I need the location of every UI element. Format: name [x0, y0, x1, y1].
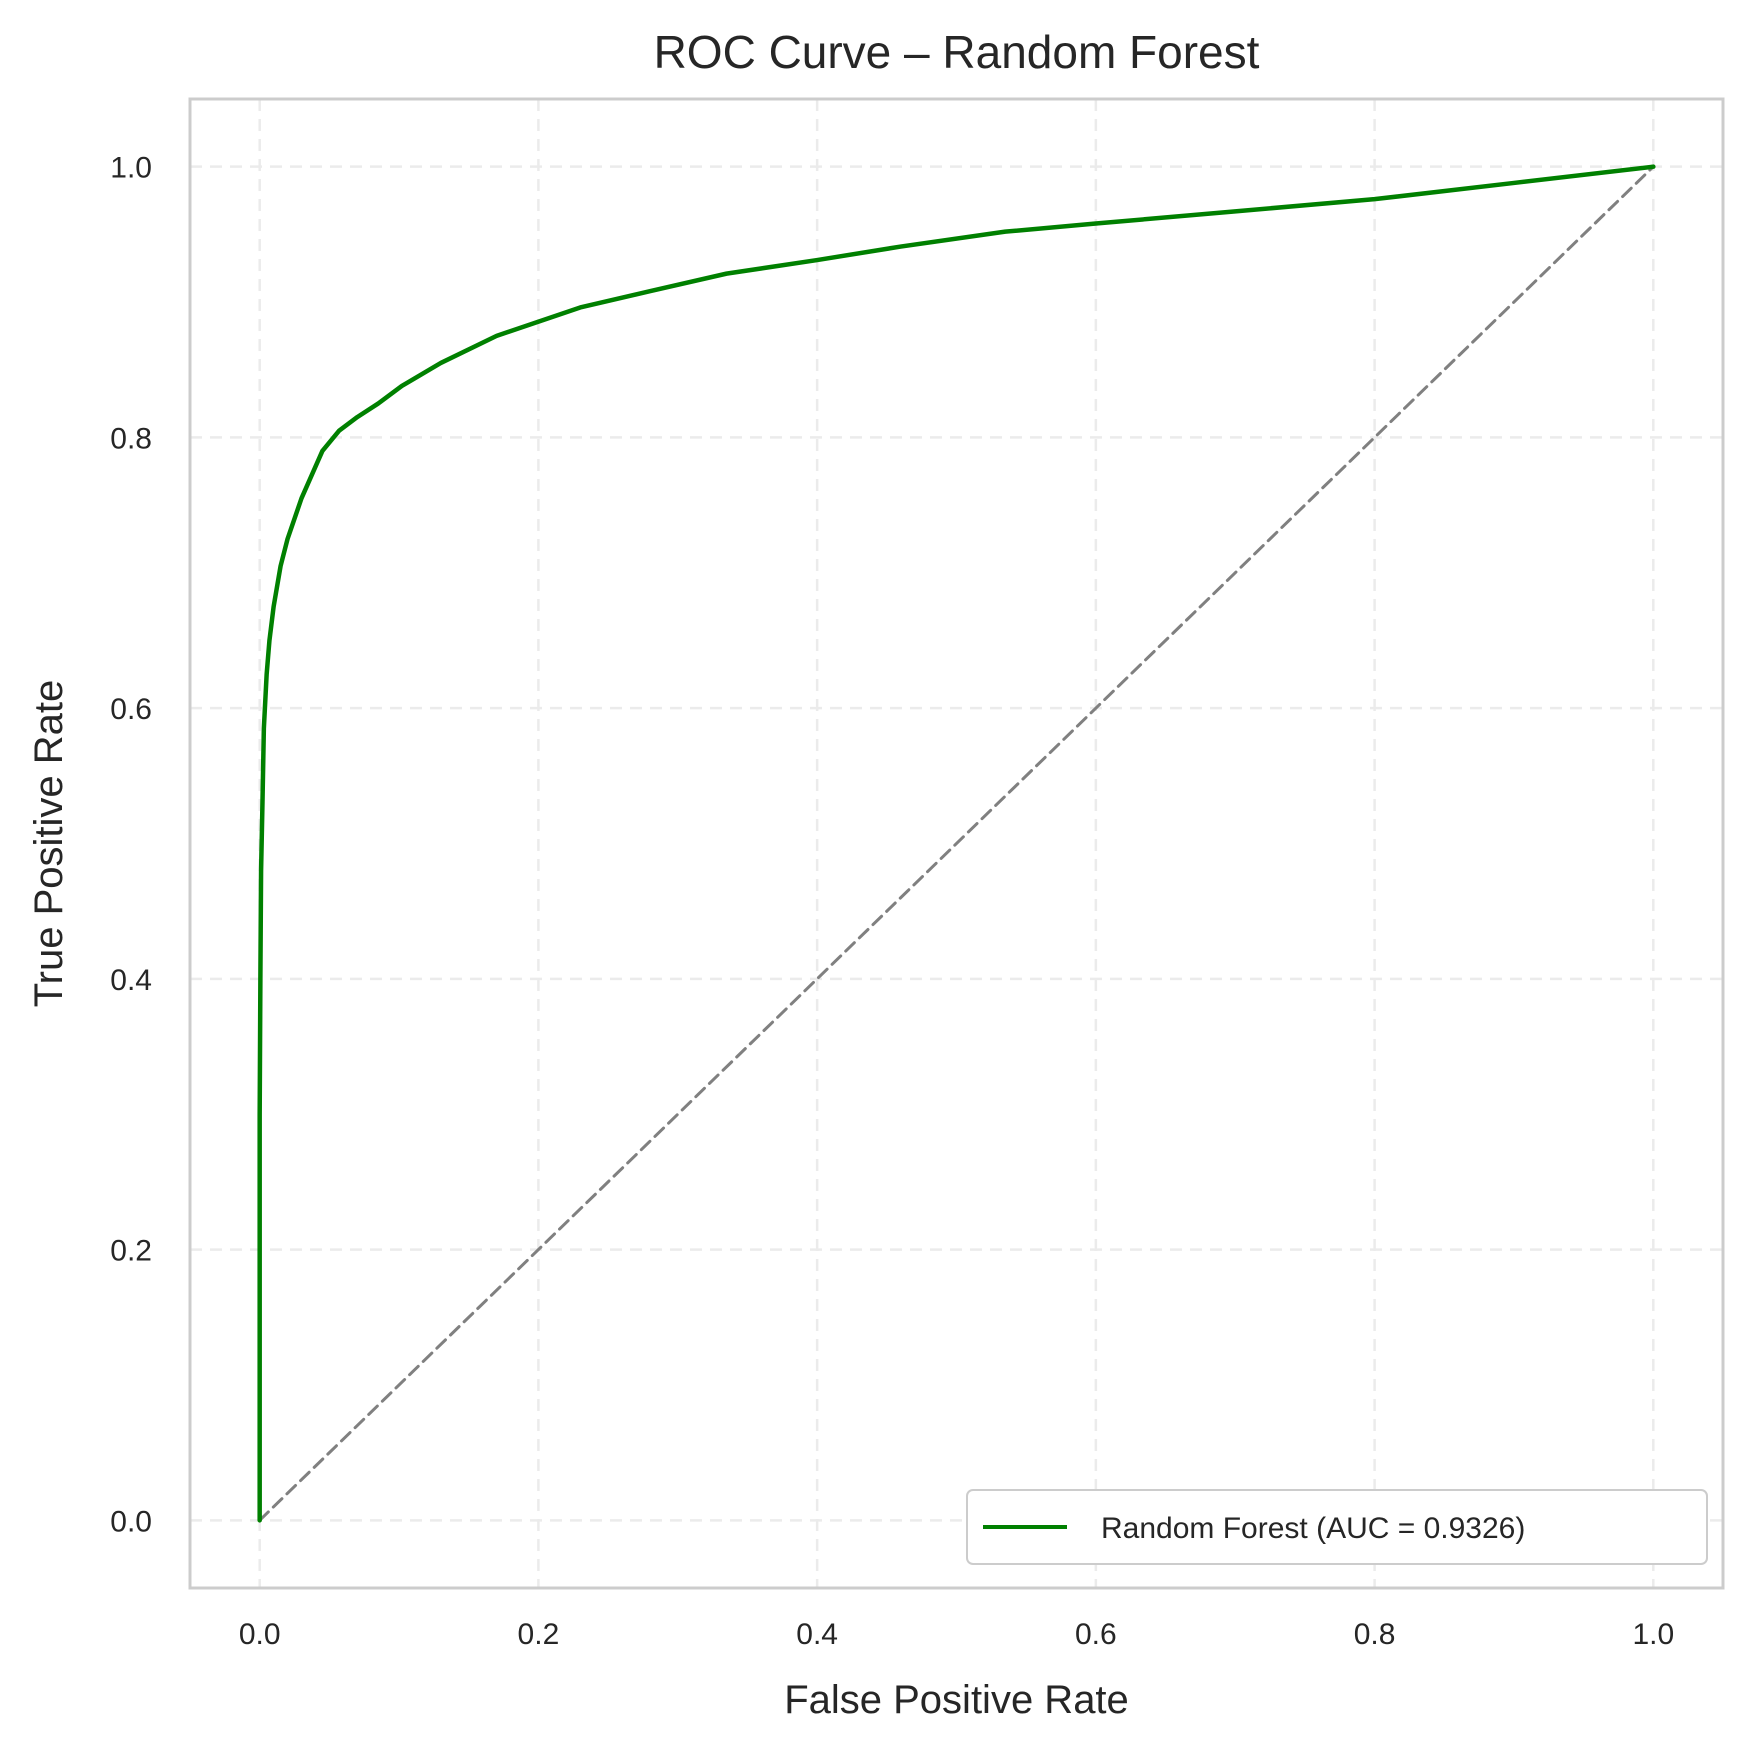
legend-box: [966, 1489, 1708, 1565]
x-tick-label: 0.8: [1354, 1618, 1396, 1651]
x-tick-label: 0.6: [1075, 1618, 1117, 1651]
plot-frame: [188, 97, 1725, 1590]
tick-labels: 0.0 0.2 0.4 0.6 0.8 1.0 0.0 0.2 0.4 0.6 0.8 1.0: [110, 152, 1674, 1651]
roc-curve-line: [257, 164, 1656, 1523]
y-tick-label: 0.6: [110, 693, 152, 726]
legend: Random Forest (AUC = 0.9326): [966, 1489, 1708, 1565]
legend-label-random-forest: Random Forest (AUC = 0.9326): [1101, 1512, 1525, 1545]
y-axis-label: True Positive Rate: [27, 680, 71, 1008]
series-layer: [257, 164, 1656, 1523]
chance-diagonal-line: [258, 165, 1655, 1522]
y-tick-label: 0.4: [110, 964, 152, 997]
x-tick-label: 0.0: [239, 1618, 281, 1651]
grid: [190, 99, 1723, 1588]
x-axis-label: False Positive Rate: [784, 1678, 1129, 1722]
y-tick-label: 0.0: [110, 1505, 152, 1538]
x-tick-label: 1.0: [1632, 1618, 1674, 1651]
x-tick-label: 0.4: [796, 1618, 838, 1651]
y-tick-label: 0.2: [110, 1235, 152, 1268]
y-tick-label: 1.0: [110, 152, 152, 185]
x-tick-label: 0.2: [518, 1618, 560, 1651]
y-tick-label: 0.8: [110, 422, 152, 455]
chart-title: ROC Curve – Random Forest: [654, 26, 1260, 78]
